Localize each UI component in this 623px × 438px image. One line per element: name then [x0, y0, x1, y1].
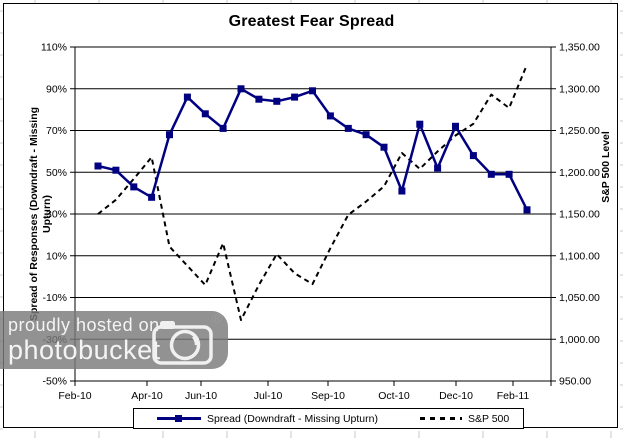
y-left-tick-label: 110% [41, 42, 67, 54]
spread-data-marker [487, 170, 495, 178]
y-left-tick-label: -10% [42, 292, 67, 304]
spread-data-marker [130, 183, 138, 191]
spread-data-marker [380, 143, 388, 151]
legend-label-spread: Spread (Downdraft - Missing Upturn) [207, 412, 378, 425]
spread-data-marker [273, 97, 281, 105]
y-right-tick-label: 1,250.00 [559, 125, 600, 137]
photobucket-watermark: proudly hosted on photobucket ® [0, 310, 228, 369]
spread-data-marker [416, 120, 424, 128]
spread-data-marker [291, 93, 299, 101]
y-left-tick-label: 70% [46, 125, 67, 137]
spread-data-marker [362, 131, 370, 139]
left-axis-title-line1: Spread of Responses (Downdraft - Missing [28, 106, 40, 322]
spread-data-marker [255, 95, 263, 103]
legend-label-sp500: S&P 500 [467, 412, 510, 425]
chart-title: Greatest Fear Spread [228, 13, 395, 30]
spread-data-marker [344, 124, 352, 132]
spread-data-marker [434, 164, 442, 172]
watermark-line1: proudly hosted on [8, 315, 160, 335]
x-tick-label: Sep-10 [311, 390, 345, 402]
spread-data-marker [398, 187, 406, 195]
watermark-text: proudly hosted on photobucket [8, 316, 161, 364]
spread-data-marker [201, 110, 209, 118]
x-tick-label: Jun-10 [185, 390, 217, 402]
y-right-tick-label: 1,350.00 [559, 42, 600, 54]
y-right-tick-label: 1,200.00 [559, 167, 600, 179]
x-tick-label: Feb-11 [497, 390, 530, 402]
spread-data-marker [237, 85, 245, 93]
x-tick-label: Apr-10 [131, 390, 163, 402]
spread-series-line [97, 87, 529, 211]
spread-data-marker [183, 93, 191, 101]
spread-data-marker [112, 166, 120, 174]
spread-line-sample-icon [157, 414, 201, 423]
spread-data-marker [452, 122, 459, 130]
y-left-tick-label: 10% [46, 250, 67, 262]
x-tick-label: Jul-10 [254, 390, 283, 402]
watermark-line2: photobucket [8, 335, 161, 365]
spread-data-marker [523, 206, 531, 214]
registered-mark: ® [212, 310, 223, 326]
spread-data-marker [309, 87, 316, 95]
x-tick-label: Oct-10 [378, 390, 410, 402]
spread-data-marker [166, 131, 173, 139]
y-right-tick-label: 1,150.00 [559, 209, 600, 221]
x-tick-label: Dec-10 [439, 390, 473, 402]
y-left-tick-label: -50% [42, 376, 67, 388]
y-right-tick-label: 1,050.00 [559, 292, 600, 304]
camera-icon [152, 321, 213, 365]
y-left-tick-label: 50% [46, 167, 67, 179]
y-right-tick-label: 1,300.00 [559, 83, 600, 95]
spread-data-marker [469, 152, 477, 160]
legend: Spread (Downdraft - Missing Upturn) S&P … [133, 408, 524, 429]
spread-data-marker [148, 193, 156, 201]
y-left-tick-label: 30% [46, 209, 67, 221]
x-tick-label: Feb-10 [58, 390, 91, 402]
right-axis-title: S&P 500 Level [600, 131, 612, 203]
y-left-tick-label: 90% [46, 83, 67, 95]
spread-data-marker [219, 124, 227, 132]
spread-data-marker [94, 162, 102, 170]
spread-data-marker [326, 112, 334, 120]
left-axis-title-line2: Upturn) [41, 195, 53, 233]
y-right-tick-label: 1,100.00 [559, 250, 600, 262]
sp500-dash-sample-icon [419, 417, 462, 420]
y-right-tick-label: 950.00 [559, 376, 591, 388]
y-right-tick-label: 1,000.00 [559, 334, 600, 346]
spread-data-marker [505, 170, 513, 178]
sp500-series-line [97, 64, 528, 321]
